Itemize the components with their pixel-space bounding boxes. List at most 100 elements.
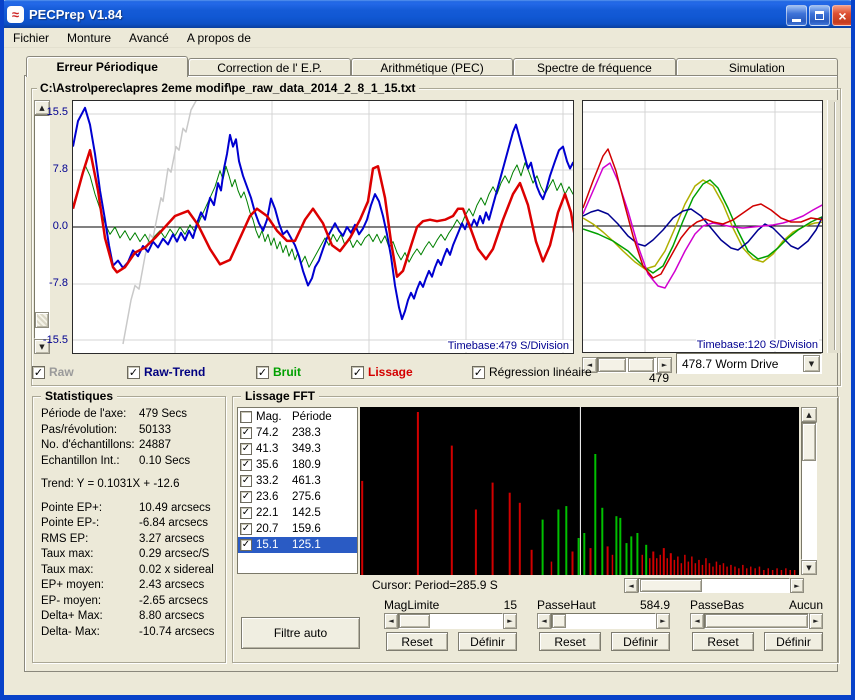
stat-value: 3.27 arcsecs: [139, 532, 205, 545]
menu-item-a-propos-de[interactable]: A propos de: [186, 30, 251, 45]
scroll-left-icon[interactable]: ◄: [582, 357, 597, 373]
filter-slider[interactable]: ◄ ►: [537, 613, 670, 629]
vscroll-track[interactable]: [34, 115, 50, 339]
fft-vscroll-thumb[interactable]: [802, 423, 816, 461]
fft-table-row[interactable]: ✓ 23.6 275.6: [238, 489, 357, 505]
legend-checkbox-bruit[interactable]: ✓: [256, 365, 269, 379]
row-checkbox[interactable]: ✓: [240, 443, 252, 455]
fft-scroll-up-icon[interactable]: ▲: [801, 407, 817, 422]
fft-table-row[interactable]: ✓ 33.2 461.3: [238, 473, 357, 489]
slider-right-icon[interactable]: ►: [809, 613, 823, 629]
define-button[interactable]: Définir: [458, 632, 517, 651]
filter-section-passehaut: PasseHaut 584.9 ◄ ► Reset Définir: [537, 598, 670, 654]
stat-row: Pas/révolution: 50133: [41, 423, 221, 439]
menu-item-avancé[interactable]: Avancé: [129, 30, 169, 45]
tab-3[interactable]: Arithmétique (PEC): [350, 58, 514, 77]
legend-checkbox-régression-linéaire[interactable]: ✓: [472, 365, 485, 379]
col-header-mag: Mag.: [256, 410, 282, 423]
define-button[interactable]: Définir: [611, 632, 670, 651]
fft-spectrum-chart[interactable]: [360, 407, 799, 575]
slider-left-icon[interactable]: ◄: [690, 613, 704, 629]
hscroll-thumb[interactable]: [598, 358, 626, 372]
row-checkbox[interactable]: ✓: [240, 539, 252, 551]
auto-filter-button[interactable]: Filtre auto: [241, 617, 360, 649]
tab-2[interactable]: Correction de l' E.P.: [188, 58, 351, 77]
row-checkbox[interactable]: ✓: [240, 459, 252, 471]
tab-4[interactable]: Spectre de fréquence: [513, 58, 676, 77]
row-mag: 23.6: [256, 491, 279, 503]
maximize-button[interactable]: [809, 5, 830, 26]
fft-table-row[interactable]: ✓ 35.6 180.9: [238, 457, 357, 473]
legend-checkbox-lissage[interactable]: ✓: [351, 365, 364, 379]
legend-checkbox-raw-trend[interactable]: ✓: [127, 365, 140, 379]
select-all-checkbox[interactable]: [240, 410, 252, 423]
reset-button[interactable]: Reset: [386, 632, 448, 651]
slider-thumb[interactable]: [399, 614, 430, 628]
row-checkbox[interactable]: ✓: [240, 427, 252, 439]
row-checkbox[interactable]: ✓: [240, 491, 252, 503]
filter-slider[interactable]: ◄ ►: [384, 613, 517, 629]
y-tick-label: -15.5: [42, 334, 68, 346]
define-button[interactable]: Définir: [764, 632, 823, 651]
stat-label: Echantillon Int.:: [41, 454, 120, 467]
stat-value: -10.74 arcsecs: [139, 625, 215, 638]
fft-scroll-left-icon[interactable]: ◄: [624, 578, 638, 593]
hscroll-thumb-2[interactable]: [628, 358, 654, 372]
fft-table-row[interactable]: ✓ 74.2 238.3: [238, 425, 357, 441]
filter-section-maglimite: MagLimite 15 ◄ ► Reset Définir: [384, 598, 517, 654]
spacer: [41, 469, 221, 477]
slider-thumb[interactable]: [552, 614, 567, 628]
row-checkbox[interactable]: ✓: [240, 475, 252, 487]
stat-label: Période de l'axe:: [41, 408, 127, 420]
right-slider-track[interactable]: [827, 100, 841, 353]
fft-vscrollbar[interactable]: ▲ ▼: [801, 407, 817, 575]
window-title: PECPrep V1.84: [29, 6, 123, 22]
scroll-down-icon[interactable]: ▼: [34, 339, 50, 354]
filter-slider[interactable]: ◄ ►: [690, 613, 823, 629]
filter-name: PasseHaut: [537, 598, 596, 612]
minimize-button[interactable]: [786, 5, 807, 26]
row-period: 349.3: [292, 443, 321, 455]
file-path-label: C:\Astro\perec\apres 2eme modif\pe_raw_d…: [37, 81, 419, 95]
row-checkbox[interactable]: ✓: [240, 523, 252, 535]
menu-item-monture[interactable]: Monture: [67, 30, 112, 45]
legend-label: Bruit: [273, 365, 301, 379]
legend-label: Régression linéaire: [489, 365, 592, 379]
tab-5[interactable]: Simulation: [675, 58, 839, 77]
fft-table-row[interactable]: ✓ 15.1 125.1: [238, 537, 357, 553]
slider-left-icon[interactable]: ◄: [537, 613, 551, 629]
component-hscrollbar[interactable]: ◄ ►: [582, 357, 672, 373]
scroll-right-icon[interactable]: ►: [657, 357, 672, 373]
filter-value: 15: [503, 598, 517, 612]
fft-table-row[interactable]: ✓ 22.1 142.5: [238, 505, 357, 521]
title-bar[interactable]: ≈ PECPrep V1.84: [4, 0, 851, 28]
fft-hscrollbar[interactable]: ◄ ►: [624, 578, 804, 593]
row-period: 125.1: [292, 539, 321, 551]
stat-row: EP+ moyen: 2.43 arcsecs: [41, 578, 221, 594]
stat-row: Echantillon Int.: 0.10 Secs: [41, 454, 221, 470]
app-icon: ≈: [7, 5, 24, 23]
slider-left-icon[interactable]: ◄: [384, 613, 398, 629]
reset-button[interactable]: Reset: [692, 632, 754, 651]
tab-1[interactable]: Erreur Périodique: [26, 56, 189, 77]
menu-item-fichier[interactable]: Fichier: [13, 30, 50, 45]
slider-right-icon[interactable]: ►: [656, 613, 670, 629]
fft-table-row[interactable]: ✓ 41.3 349.3: [238, 441, 357, 457]
combo-dropdown-icon[interactable]: ▼: [803, 355, 820, 372]
fft-scroll-right-icon[interactable]: ►: [790, 578, 804, 593]
vscroll-thumb[interactable]: [35, 312, 49, 328]
slider-thumb[interactable]: [705, 614, 808, 628]
row-checkbox[interactable]: ✓: [240, 507, 252, 519]
main-chart-vscrollbar[interactable]: ▲ ▼: [34, 100, 50, 354]
scroll-up-icon[interactable]: ▲: [34, 100, 50, 115]
close-button[interactable]: ×: [832, 5, 851, 26]
reset-button[interactable]: Reset: [539, 632, 601, 651]
worm-drive-combo[interactable]: 478.7 Worm Drive ▼: [676, 353, 822, 374]
slider-track[interactable]: [551, 613, 656, 629]
slider-right-icon[interactable]: ►: [503, 613, 517, 629]
fft-scroll-down-icon[interactable]: ▼: [801, 560, 817, 575]
legend-checkbox-raw[interactable]: ✓: [32, 365, 45, 379]
fft-hscroll-thumb[interactable]: [640, 579, 702, 592]
fft-table-row[interactable]: ✓ 20.7 159.6: [238, 521, 357, 537]
stat-label: Delta+ Max:: [41, 610, 103, 622]
